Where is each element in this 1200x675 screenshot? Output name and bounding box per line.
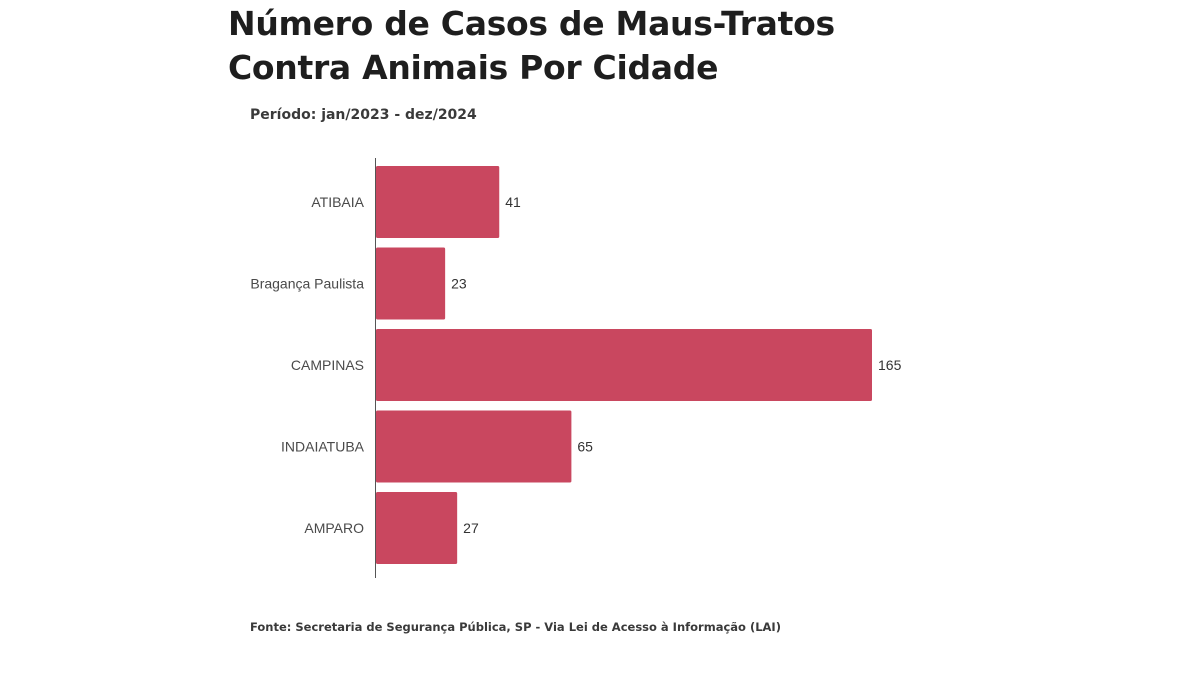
category-label-campinas: CAMPINAS (291, 357, 364, 373)
value-label-braganca-paulista: 23 (451, 276, 467, 292)
bar-campinas (376, 329, 872, 401)
chart-subtitle: Período: jan/2023 - dez/2024 (250, 107, 477, 123)
value-label-amparo: 27 (463, 520, 479, 536)
chart-title: Número de Casos de Maus-Tratos Contra An… (228, 4, 835, 87)
bar-atibaia (376, 166, 500, 238)
bar-amparo (376, 492, 458, 564)
value-label-indaiatuba: 65 (577, 439, 593, 455)
chart-source: Fonte: Secretaria de Segurança Pública, … (250, 620, 781, 634)
category-label-atibaia: ATIBAIA (311, 194, 364, 210)
category-label-indaiatuba: INDAIATUBA (281, 439, 365, 455)
labels-layer: ATIBAIA 41 Bragança Paulista 23 CAMPINAS 165 I… (250, 194, 901, 536)
category-label-amparo: AMPARO (304, 520, 364, 536)
bars-layer (376, 166, 872, 564)
value-label-campinas: 165 (878, 357, 902, 373)
value-label-atibaia: 41 (505, 194, 521, 210)
category-label-braganca-paulista: Bragança Paulista (250, 276, 364, 292)
bar-braganca-paulista (376, 247, 446, 320)
bar-indaiatuba (376, 410, 572, 483)
